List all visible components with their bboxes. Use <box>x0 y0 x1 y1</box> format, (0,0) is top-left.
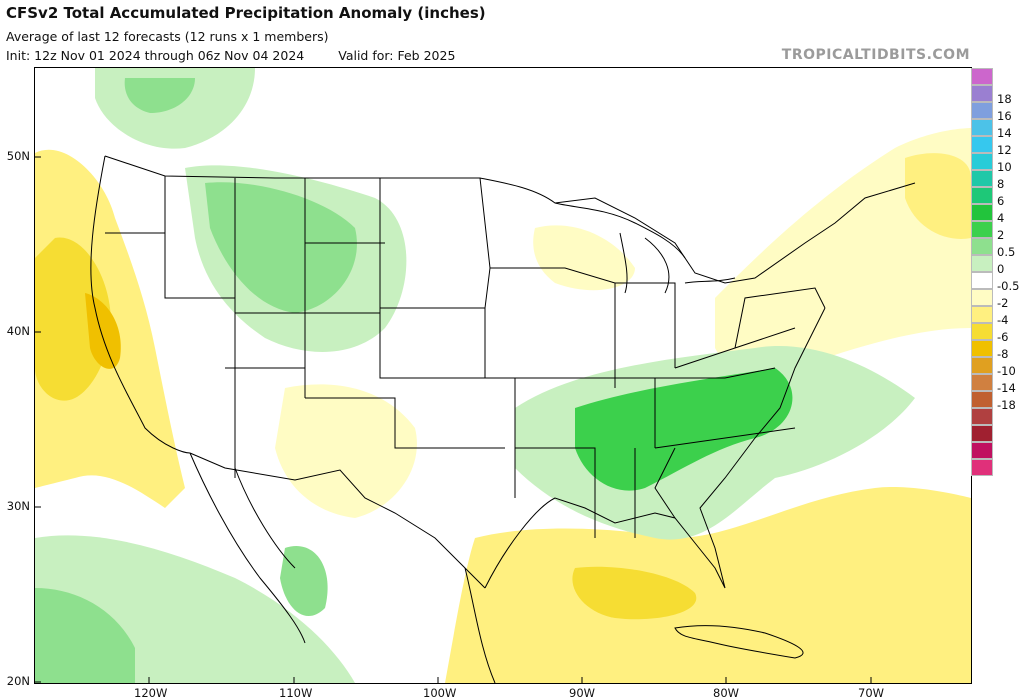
anomaly-shading <box>35 68 971 683</box>
mexico-outline <box>189 452 496 683</box>
boundaries <box>90 155 916 683</box>
colorbar-cell <box>971 289 993 306</box>
colorbar-cell <box>971 459 993 476</box>
colorbar-cell <box>971 153 993 170</box>
colorbar-tick-label: 6 <box>997 194 1005 208</box>
lat-label-40n: 40N <box>6 324 30 338</box>
colorbar-cell <box>971 68 993 85</box>
great-lakes-outline <box>554 202 736 294</box>
dry-southwest <box>275 384 417 518</box>
us-mexico-border <box>189 452 486 589</box>
colorbar-tick-label: -10 <box>997 364 1016 378</box>
colorbar-tick-label: 4 <box>997 211 1005 225</box>
colorbar-cell <box>971 221 993 238</box>
graticule-ticks <box>35 156 872 683</box>
colorbar-cell <box>971 272 993 289</box>
us-west-coast <box>90 155 191 454</box>
colorbar-cell <box>971 119 993 136</box>
lon-label-70w: 70W <box>858 686 885 700</box>
colorbar-cell <box>971 323 993 340</box>
lon-label-80w: 80W <box>713 686 740 700</box>
colorbar-tick-label: 0 <box>997 262 1005 276</box>
colorbar-cell <box>971 357 993 374</box>
cuba-outline <box>674 625 804 659</box>
colorbar-tick-label: -8 <box>997 347 1009 361</box>
colorbar-tick-label: -14 <box>997 381 1016 395</box>
colorbar-cell <box>971 102 993 119</box>
gulf-coast <box>484 307 826 589</box>
lat-label-30n: 30N <box>6 499 30 513</box>
colorbar-tick-label: -4 <box>997 313 1009 327</box>
colorbar-cell <box>971 340 993 357</box>
colorbar-cell <box>971 255 993 272</box>
brand-watermark: TROPICALTIDBITS.COM <box>781 47 970 63</box>
dry-anomaly-gulf <box>445 486 971 683</box>
colorbar-cell <box>971 85 993 102</box>
map-subtitle: Average of last 12 forecasts (12 runs x … <box>6 29 329 44</box>
colorbar-cell <box>971 204 993 221</box>
colorbar-tick-label: 12 <box>997 143 1012 157</box>
colorbar-tick-label: 2 <box>997 228 1005 242</box>
colorbar-tick-label: -0.5 <box>997 279 1020 293</box>
init-line: Init: 12z Nov 01 2024 through 06z Nov 04… <box>6 48 455 63</box>
colorbar-tick-label: 14 <box>997 126 1012 140</box>
dry-core-nc <box>85 293 121 369</box>
precip-anomaly-map <box>34 67 972 684</box>
wet-southern-mexico <box>280 546 328 617</box>
colorbar-cell <box>971 391 993 408</box>
valid-text: Valid for: Feb 2025 <box>338 48 456 63</box>
colorbar-cell <box>971 238 993 255</box>
colorbar-cell <box>971 374 993 391</box>
colorbar-tick-label: 0.5 <box>997 245 1016 259</box>
wet-north-pacific-core <box>124 78 195 113</box>
colorbar-cell <box>971 442 993 459</box>
lon-label-110w: 110W <box>279 686 313 700</box>
colorbar-tick-label: 18 <box>997 92 1012 106</box>
lon-label-100w: 100W <box>423 686 457 700</box>
colorbar <box>971 68 993 476</box>
colorbar-cell <box>971 306 993 323</box>
dry-core-california <box>35 237 111 401</box>
map-title: CFSv2 Total Accumulated Precipitation An… <box>6 4 486 22</box>
state-lines-west <box>105 176 505 478</box>
wet-core-mexico-pacific <box>35 588 135 683</box>
colorbar-tick-label: -2 <box>997 296 1009 310</box>
state-lines-east <box>594 287 826 538</box>
dry-core-maritimes <box>905 153 971 239</box>
colorbar-tick-label: -6 <box>997 330 1009 344</box>
colorbar-cell <box>971 187 993 204</box>
colorbar-cell <box>971 425 993 442</box>
lat-label-50n: 50N <box>6 149 30 163</box>
wet-core-montana <box>205 182 357 313</box>
colorbar-cell <box>971 408 993 425</box>
dry-core-gulf <box>572 566 697 620</box>
colorbar-cell <box>971 136 993 153</box>
colorbar-tick-label: 10 <box>997 160 1012 174</box>
colorbar-tick-label: 8 <box>997 177 1005 191</box>
init-text: Init: 12z Nov 01 2024 through 06z Nov 04… <box>6 48 305 63</box>
colorbar-tick-label: 16 <box>997 109 1012 123</box>
colorbar-tick-label: -18 <box>997 398 1016 412</box>
colorbar-cell <box>971 170 993 187</box>
lat-label-20n: 20N <box>6 674 30 688</box>
dry-great-lakes <box>533 225 635 291</box>
lon-label-120w: 120W <box>134 686 168 700</box>
wet-core-southeast <box>575 368 793 491</box>
lon-label-90w: 90W <box>569 686 596 700</box>
